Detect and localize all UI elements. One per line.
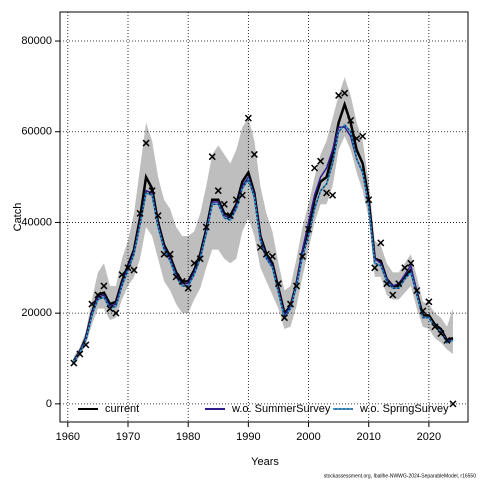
observed-marker bbox=[124, 264, 132, 272]
x-tick-label: 1970 bbox=[116, 431, 140, 443]
observed-marker bbox=[347, 116, 355, 124]
observed-marker bbox=[148, 187, 156, 195]
observed-marker bbox=[365, 196, 373, 204]
observed-marker bbox=[431, 323, 439, 331]
observed-marker bbox=[250, 150, 258, 158]
observed-marker bbox=[377, 239, 385, 247]
confidence-band bbox=[73, 77, 453, 366]
observed-marker bbox=[323, 189, 331, 197]
observed-marker bbox=[389, 291, 397, 299]
observed-marker bbox=[286, 300, 295, 308]
x-tick-label: 1980 bbox=[176, 431, 200, 443]
observed-marker bbox=[268, 252, 276, 260]
footer: stockassessment.org, Iballhe-NWWG-2024-S… bbox=[324, 473, 477, 479]
observed-marker bbox=[178, 277, 186, 285]
observed-marker bbox=[274, 280, 282, 288]
x-axis-label: Years bbox=[251, 456, 279, 468]
plot-frame bbox=[59, 11, 469, 423]
observed-marker bbox=[449, 400, 457, 408]
observed-marker bbox=[341, 89, 349, 97]
observed-marker bbox=[226, 212, 234, 220]
observed-marker bbox=[395, 280, 403, 288]
x-tick-label: 2020 bbox=[417, 431, 441, 443]
y-tick-label: 0 bbox=[46, 398, 52, 410]
observed-marker bbox=[443, 336, 451, 344]
observed-marker bbox=[100, 282, 108, 290]
observed-marker bbox=[142, 139, 150, 147]
x-tick-label: 2010 bbox=[356, 431, 380, 443]
x-tick-label: 1960 bbox=[56, 431, 80, 443]
observed-marker bbox=[94, 291, 102, 299]
observed-marker bbox=[425, 298, 433, 306]
observed-marker bbox=[220, 200, 228, 208]
observed-marker bbox=[311, 164, 319, 172]
observed-marker bbox=[437, 330, 445, 338]
observed-marker bbox=[419, 307, 427, 315]
observed-marker bbox=[407, 259, 415, 267]
observed-marker bbox=[335, 91, 343, 99]
observed-marker bbox=[214, 187, 222, 195]
observed-marker bbox=[359, 132, 367, 140]
observed-marker bbox=[256, 243, 264, 251]
observed-marker bbox=[118, 271, 126, 279]
observed-marker bbox=[238, 191, 246, 199]
observed-marker bbox=[88, 300, 96, 308]
observed-marker bbox=[292, 282, 301, 290]
y-tick-label: 40000 bbox=[21, 216, 52, 228]
observed-marker bbox=[136, 209, 144, 217]
observed-marker bbox=[353, 135, 361, 143]
observed-marker bbox=[190, 259, 198, 267]
legend-label: current bbox=[105, 403, 139, 415]
observed-marker bbox=[262, 250, 270, 258]
y-tick-label: 20000 bbox=[21, 307, 52, 319]
observed-marker bbox=[305, 225, 313, 233]
observed-marker bbox=[413, 286, 421, 295]
observed-marker bbox=[172, 273, 180, 281]
observed-marker bbox=[202, 223, 210, 231]
observed-marker bbox=[70, 359, 78, 367]
observed-marker bbox=[401, 264, 409, 272]
observed-marker bbox=[196, 255, 204, 263]
observed-marker bbox=[329, 191, 337, 199]
observed-marker bbox=[166, 250, 174, 258]
observed-marker bbox=[298, 252, 307, 260]
observed-marker bbox=[383, 280, 391, 288]
legend-label: w.o. SpringSurvey bbox=[359, 403, 449, 415]
observed-marker bbox=[112, 309, 120, 317]
observed-marker bbox=[154, 212, 162, 220]
observed-marker bbox=[76, 350, 84, 358]
observed-marker bbox=[208, 153, 216, 161]
observed-marker bbox=[160, 250, 168, 258]
observed-marker bbox=[184, 284, 192, 292]
x-tick-label: 1990 bbox=[236, 431, 260, 443]
observed-marker bbox=[82, 341, 90, 349]
y-axis-label: Catch bbox=[12, 203, 24, 232]
observed-marker bbox=[106, 305, 114, 313]
observed-marker bbox=[232, 196, 240, 204]
x-tick-label: 2000 bbox=[296, 431, 320, 443]
observed-marker bbox=[371, 264, 379, 272]
y-tick-label: 60000 bbox=[21, 126, 52, 138]
observed-marker bbox=[280, 314, 288, 322]
observed-marker bbox=[317, 157, 325, 165]
y-tick-label: 80000 bbox=[21, 35, 52, 47]
legend-label: w.o. SummerSurvey bbox=[231, 403, 331, 415]
observed-marker bbox=[130, 266, 138, 274]
observed-marker bbox=[244, 114, 252, 122]
